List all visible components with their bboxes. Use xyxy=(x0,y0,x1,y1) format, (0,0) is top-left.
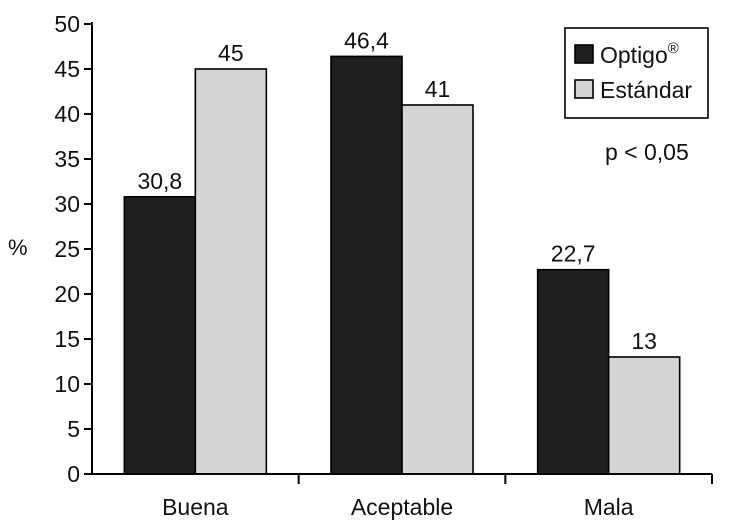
data-label-optigo-mala: 22,7 xyxy=(551,241,596,267)
y-tick-label: 25 xyxy=(54,236,80,262)
y-ticks-layer: 0 5 10 15 20 25 30 35 40 45 50 xyxy=(54,11,92,487)
y-tick-label: 5 xyxy=(67,416,80,442)
x-category-label-mala: Mala xyxy=(584,494,634,520)
legend-label-optigo-text: Optigo xyxy=(600,42,668,68)
bar-optigo-aceptable xyxy=(330,55,403,475)
legend-box xyxy=(564,27,709,119)
y-tick-label: 50 xyxy=(54,11,80,37)
data-label-optigo-buena: 30,8 xyxy=(137,168,182,194)
legend-swatch-optigo xyxy=(574,44,594,64)
y-tick-label: 35 xyxy=(54,146,80,172)
y-tick-label: 0 xyxy=(67,461,80,487)
legend: Optigo® Estándar xyxy=(564,27,709,119)
x-category-label-buena: Buena xyxy=(162,494,229,520)
y-tick-label: 30 xyxy=(54,191,80,217)
data-label-estandar-mala: 13 xyxy=(631,328,657,354)
legend-swatch-estandar xyxy=(574,79,594,99)
y-axis-label: % xyxy=(8,235,28,260)
registered-mark: ® xyxy=(668,40,679,57)
bar-estandar-mala xyxy=(607,356,681,475)
bars-layer xyxy=(123,55,681,475)
y-tick-label: 20 xyxy=(54,281,80,307)
data-label-estandar-buena: 45 xyxy=(218,40,244,66)
y-tick-label: 15 xyxy=(54,326,80,352)
p-value-annotation: p < 0,05 xyxy=(605,139,689,165)
y-tick-label: 45 xyxy=(54,56,80,82)
bar-estandar-buena xyxy=(194,68,268,475)
legend-label-optigo: Optigo® xyxy=(600,40,679,68)
data-labels-layer: 30,8 45 46,4 41 22,7 13 xyxy=(137,27,657,354)
x-category-label-aceptable: Aceptable xyxy=(351,494,453,520)
legend-label-estandar: Estándar xyxy=(600,77,692,103)
x-categories-layer: Buena Aceptable Mala xyxy=(162,474,713,520)
bar-estandar-aceptable xyxy=(401,104,474,475)
y-tick-label: 40 xyxy=(54,101,80,127)
data-label-optigo-aceptable: 46,4 xyxy=(344,27,389,53)
bar-optigo-buena xyxy=(123,196,197,475)
bar-optigo-mala xyxy=(536,268,610,475)
data-label-estandar-aceptable: 41 xyxy=(425,76,451,102)
y-tick-label: 10 xyxy=(54,371,80,397)
